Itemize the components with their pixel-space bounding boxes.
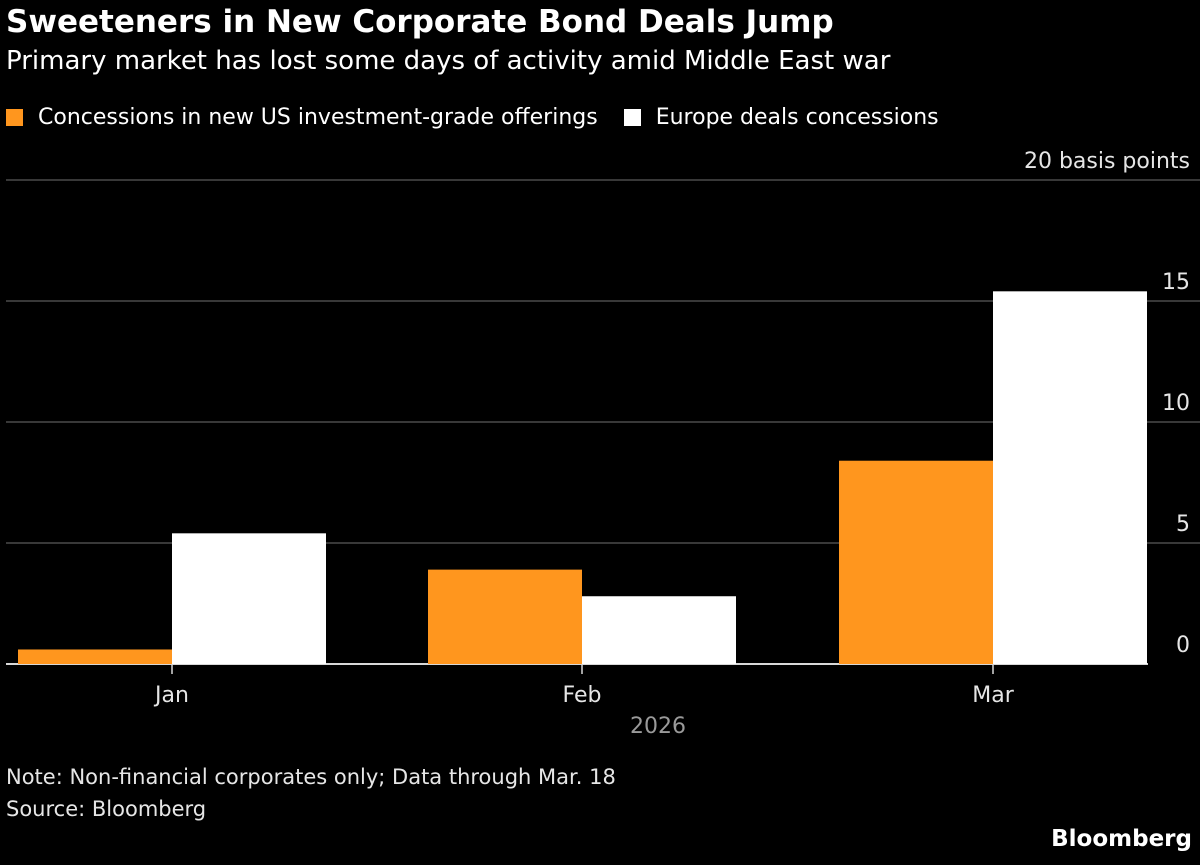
legend: Concessions in new US investment-grade o… — [6, 101, 965, 133]
x-group-label: 2026 — [630, 714, 686, 739]
legend-swatch-us — [6, 108, 23, 126]
y-tick-label: 20 basis points — [1024, 149, 1190, 174]
bar-us-feb — [428, 569, 582, 664]
chart-title: Sweeteners in New Corporate Bond Deals J… — [6, 4, 834, 40]
y-tick-label: 10 — [1162, 391, 1190, 416]
legend-item-europe: Europe deals concessions — [623, 104, 939, 130]
chart-subtitle: Primary market has lost some days of act… — [6, 46, 891, 76]
x-tick-label: Jan — [153, 683, 189, 708]
legend-label-us: Concessions in new US investment-grade o… — [38, 104, 598, 130]
y-tick-label: 0 — [1176, 633, 1190, 658]
x-tick-label: Feb — [563, 683, 602, 708]
bloomberg-logo: Bloomberg — [1051, 826, 1192, 852]
legend-swatch-europe — [623, 108, 641, 126]
bar-chart: 0 5 10 15 20 basis points Jan Feb Mar 2026 — [6, 149, 1200, 739]
legend-item-us: Concessions in new US investment-grade o… — [6, 105, 598, 130]
bar-us-mar — [839, 460, 993, 664]
bar-europe-jan — [172, 533, 326, 664]
bar-us-jan — [18, 649, 172, 664]
bar-europe-mar — [993, 291, 1147, 664]
chart-source: Source: Bloomberg — [6, 797, 207, 821]
y-tick-label: 15 — [1162, 270, 1190, 295]
legend-label-europe: Europe deals concessions — [655, 104, 939, 130]
x-tick-label: Mar — [972, 683, 1014, 708]
chart-note: Note: Non-financial corporates only; Dat… — [6, 765, 616, 789]
bar-europe-feb — [582, 596, 736, 664]
y-tick-label: 5 — [1176, 512, 1190, 537]
